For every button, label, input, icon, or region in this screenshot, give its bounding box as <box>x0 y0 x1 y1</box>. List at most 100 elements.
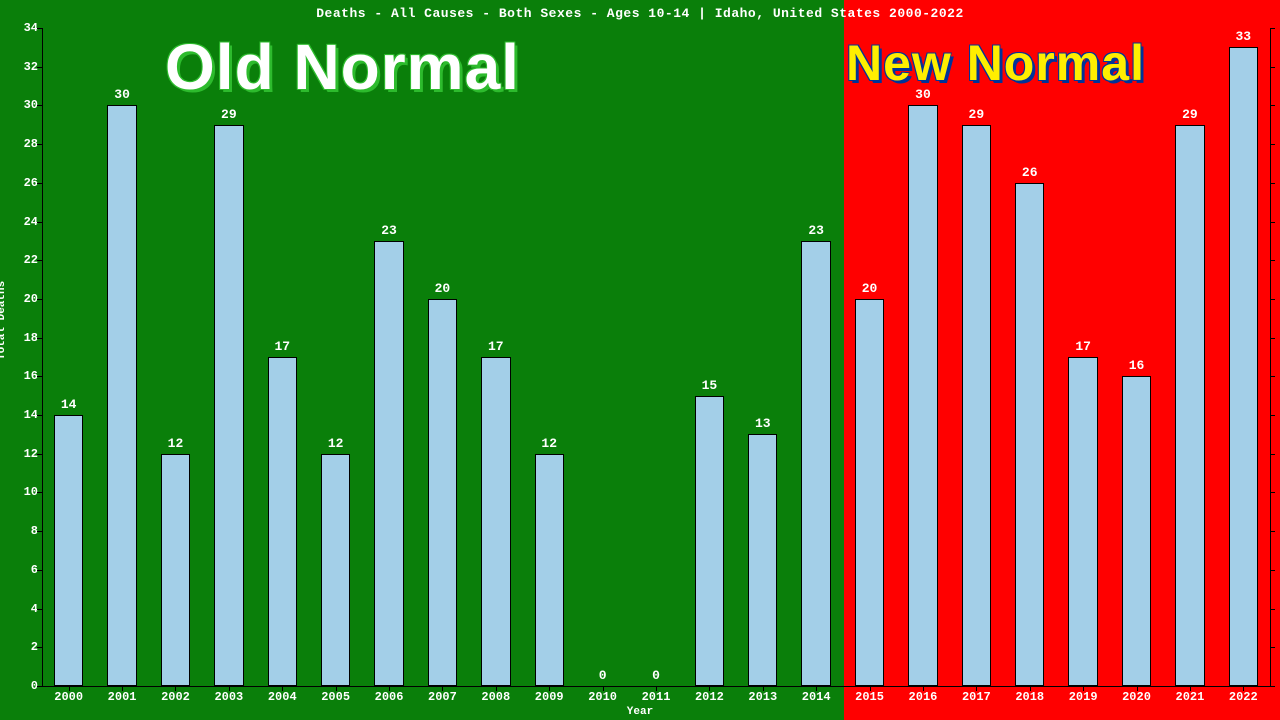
bar <box>801 241 830 686</box>
bar <box>321 454 350 686</box>
x-tick-label: 2003 <box>214 690 243 704</box>
x-tick-label: 2017 <box>962 690 991 704</box>
bar <box>1015 183 1044 686</box>
y-tick-mark <box>37 338 42 339</box>
x-tick-label: 2015 <box>855 690 884 704</box>
y-tick-mark-right <box>1270 609 1275 610</box>
y-tick-mark <box>37 222 42 223</box>
x-tick-label: 2014 <box>802 690 831 704</box>
bar-value-label: 17 <box>488 339 504 354</box>
x-tick-mark <box>816 686 817 691</box>
overlay-old-normal: Old Normal <box>165 30 520 104</box>
y-tick-label: 18 <box>10 331 38 345</box>
y-tick-mark <box>37 105 42 106</box>
bar <box>535 454 564 686</box>
y-tick-label: 14 <box>10 408 38 422</box>
y-tick-mark <box>37 28 42 29</box>
bar <box>695 396 724 686</box>
y-tick-mark <box>37 67 42 68</box>
x-tick-mark <box>1190 686 1191 691</box>
x-tick-label: 2013 <box>748 690 777 704</box>
y-tick-mark-right <box>1270 67 1275 68</box>
y-tick-mark-right <box>1270 647 1275 648</box>
y-tick-mark <box>37 260 42 261</box>
y-tick-mark-right <box>1270 338 1275 339</box>
y-tick-label: 0 <box>10 679 38 693</box>
bar-value-label: 29 <box>221 107 237 122</box>
y-tick-label: 4 <box>10 602 38 616</box>
bar <box>1175 125 1204 686</box>
x-tick-label: 2020 <box>1122 690 1151 704</box>
bar-value-label: 26 <box>1022 165 1038 180</box>
bar-value-label: 33 <box>1235 29 1251 44</box>
bar <box>1122 376 1151 686</box>
y-tick-label: 2 <box>10 640 38 654</box>
y-tick-mark-right <box>1270 222 1275 223</box>
x-tick-label: 2008 <box>481 690 510 704</box>
bar-value-label: 16 <box>1129 358 1145 373</box>
y-tick-mark <box>37 492 42 493</box>
x-tick-label: 2000 <box>54 690 83 704</box>
y-tick-label: 10 <box>10 485 38 499</box>
x-tick-mark <box>389 686 390 691</box>
y-tick-mark <box>37 686 42 687</box>
bar-value-label: 17 <box>1075 339 1091 354</box>
y-tick-mark-right <box>1270 686 1275 687</box>
x-tick-mark <box>549 686 550 691</box>
y-tick-mark-right <box>1270 570 1275 571</box>
x-tick-mark <box>1243 686 1244 691</box>
bar-value-label: 13 <box>755 416 771 431</box>
bar <box>962 125 991 686</box>
y-tick-mark <box>37 531 42 532</box>
x-tick-label: 2007 <box>428 690 457 704</box>
y-tick-label: 24 <box>10 215 38 229</box>
bar-value-label: 29 <box>1182 107 1198 122</box>
x-tick-mark <box>870 686 871 691</box>
x-tick-mark <box>229 686 230 691</box>
chart-title: Deaths - All Causes - Both Sexes - Ages … <box>0 6 1280 21</box>
bar-value-label: 23 <box>808 223 824 238</box>
y-tick-label: 20 <box>10 292 38 306</box>
bar-value-label: 30 <box>114 87 130 102</box>
bar-value-label: 14 <box>61 397 77 412</box>
y-tick-mark <box>37 183 42 184</box>
x-tick-label: 2006 <box>375 690 404 704</box>
y-tick-mark-right <box>1270 531 1275 532</box>
y-tick-label: 22 <box>10 253 38 267</box>
y-tick-mark-right <box>1270 183 1275 184</box>
y-tick-mark <box>37 454 42 455</box>
bar <box>214 125 243 686</box>
bar-value-label: 0 <box>652 668 660 683</box>
bar <box>748 434 777 686</box>
x-tick-label: 2018 <box>1015 690 1044 704</box>
y-tick-mark <box>37 647 42 648</box>
y-tick-label: 30 <box>10 98 38 112</box>
y-tick-mark <box>37 609 42 610</box>
y-tick-mark-right <box>1270 454 1275 455</box>
y-tick-label: 12 <box>10 447 38 461</box>
x-tick-label: 2002 <box>161 690 190 704</box>
bar <box>107 105 136 686</box>
x-tick-label: 2019 <box>1069 690 1098 704</box>
y-tick-label: 6 <box>10 563 38 577</box>
bar-value-label: 20 <box>862 281 878 296</box>
y-tick-label: 34 <box>10 21 38 35</box>
x-tick-label: 2009 <box>535 690 564 704</box>
y-axis-line-right <box>1270 28 1271 686</box>
bar <box>428 299 457 686</box>
bar-value-label: 12 <box>541 436 557 451</box>
y-tick-mark <box>37 144 42 145</box>
x-tick-label: 2016 <box>909 690 938 704</box>
bar <box>481 357 510 686</box>
x-tick-mark <box>336 686 337 691</box>
x-tick-label: 2001 <box>108 690 137 704</box>
y-axis-line-left <box>42 28 43 686</box>
y-tick-mark-right <box>1270 415 1275 416</box>
x-tick-label: 2011 <box>642 690 671 704</box>
bar <box>1229 47 1258 686</box>
y-tick-label: 28 <box>10 137 38 151</box>
y-tick-mark <box>37 415 42 416</box>
bar-value-label: 15 <box>702 378 718 393</box>
bar <box>268 357 297 686</box>
bar <box>1068 357 1097 686</box>
